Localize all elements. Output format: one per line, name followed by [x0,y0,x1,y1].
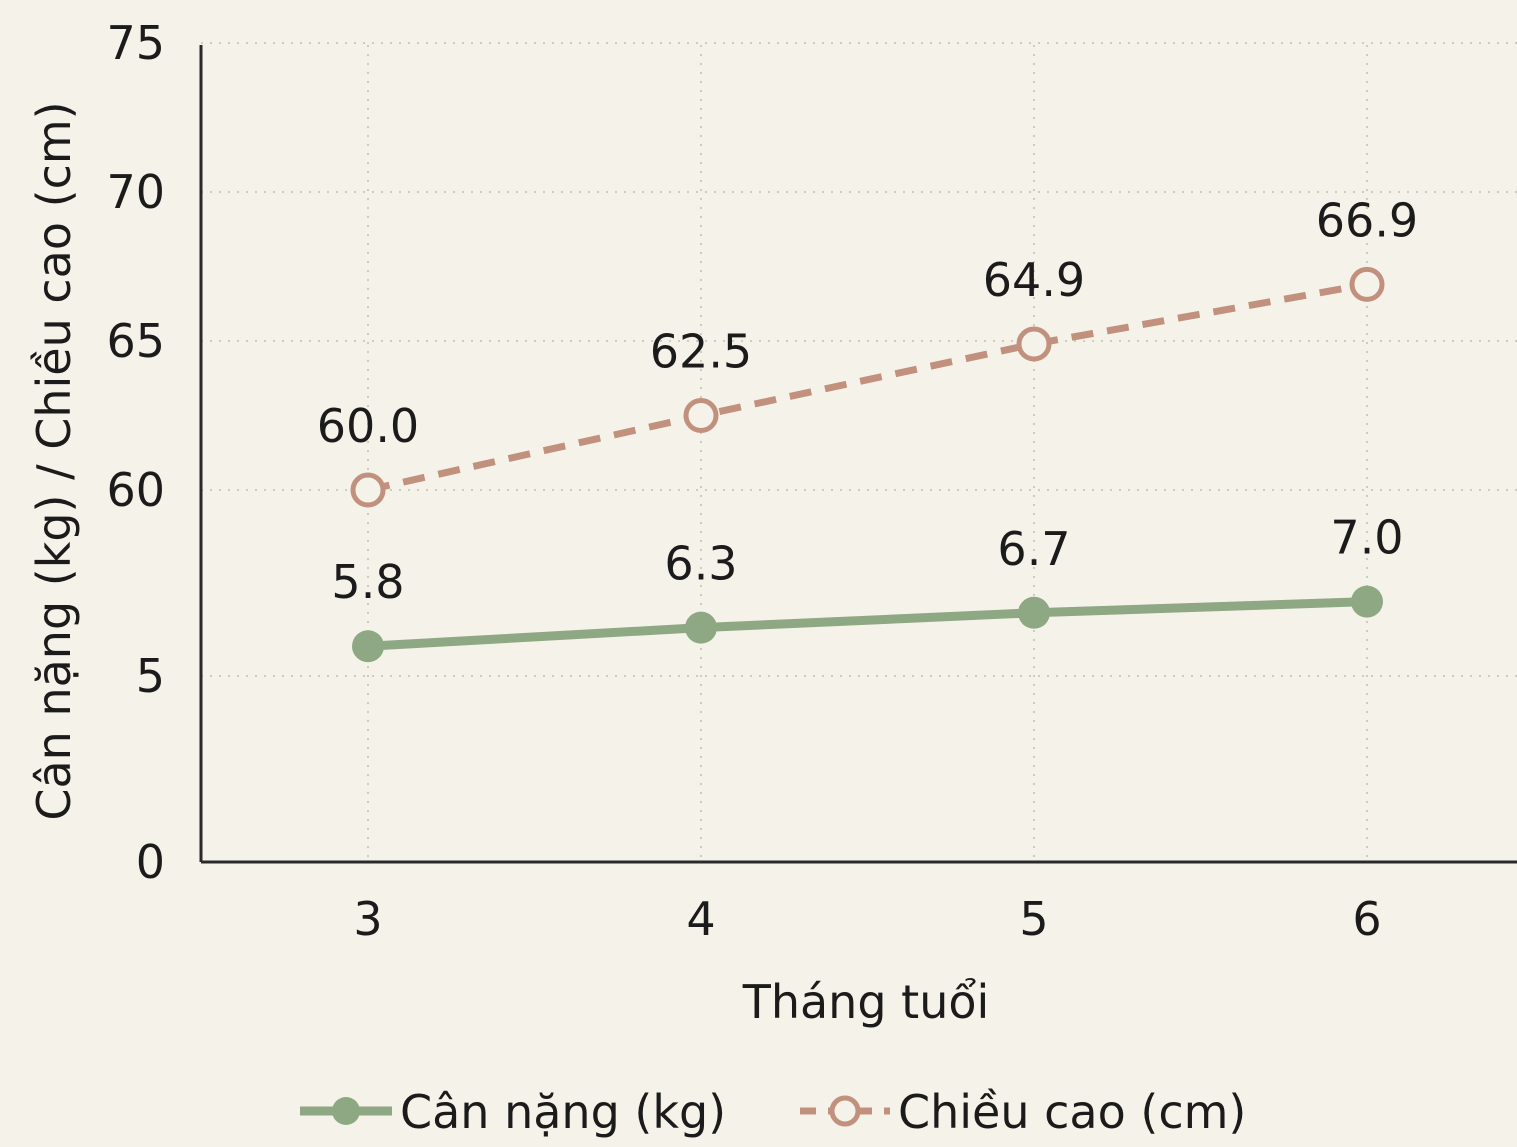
data-label: 64.9 [983,253,1085,307]
x-axis-title: Tháng tuổi [742,975,990,1029]
data-point [1351,585,1383,618]
data-point [1018,596,1050,629]
data-label: 6.3 [664,537,737,591]
legend-label-weight: Cân nặng (kg) [400,1085,726,1139]
series-line [363,597,1372,651]
data-label: 66.9 [1316,193,1418,247]
x-tick-label: 6 [1352,892,1381,946]
data-label: 60.0 [317,399,419,453]
x-tick-label: 4 [686,892,715,946]
series-height: 60.0 62.5 64.9 66.9 [317,193,1418,508]
legend-item-height: Chiều cao (cm) [800,1085,1246,1139]
data-label: 6.7 [997,522,1070,576]
x-tick-label: 5 [1019,892,1048,946]
legend: Cân nặng (kg) Chiều cao (cm) [300,1085,1246,1139]
data-point [1016,326,1052,362]
y-tick-labels: 0 5 60 65 70 75 [106,16,165,889]
series-layer: 5.8 6.3 6.7 7.0 60.0 62.5 64.9 66.9 [317,193,1418,663]
y-tick-label: 0 [136,835,165,889]
legend-marker-weight [332,1097,360,1125]
data-point [683,398,719,433]
axes [199,45,1517,864]
y-tick-label: 5 [136,649,165,703]
data-label: 7.0 [1330,511,1403,565]
legend-item-weight: Cân nặng (kg) [300,1085,726,1139]
data-point [685,611,717,644]
y-tick-label: 75 [106,16,165,70]
y-tick-label: 65 [106,314,165,368]
series-line [367,280,1368,494]
y-tick-label: 70 [106,165,165,219]
data-label: 62.5 [650,325,752,379]
y-axis-title: Cân nặng (kg) / Chiều cao (cm) [27,101,81,820]
legend-label-height: Chiều cao (cm) [898,1085,1246,1139]
series-weight: 5.8 6.3 6.7 7.0 [331,511,1404,663]
y-tick-label: 60 [106,463,165,517]
x-tick-labels: 3 4 5 6 [353,892,1381,946]
x-tick-label: 3 [353,892,382,946]
grid-lines [201,42,1517,862]
data-point [350,472,386,508]
data-point [352,630,384,663]
data-label: 5.8 [331,555,404,609]
data-point [1349,266,1385,302]
legend-marker-height [829,1095,861,1127]
